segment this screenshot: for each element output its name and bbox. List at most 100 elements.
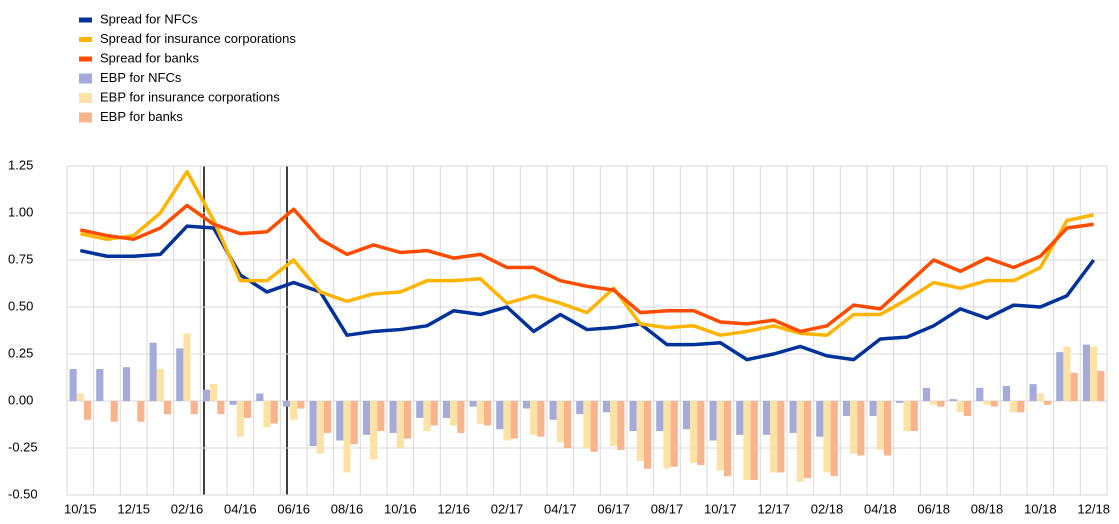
bar (850, 401, 858, 454)
y-tick-label: 0.25 (8, 345, 33, 360)
bar (1010, 401, 1018, 413)
bar (510, 401, 518, 439)
x-tick-label: 06/16 (277, 501, 310, 516)
bar (1002, 385, 1011, 401)
y-tick-label: 1.25 (8, 157, 33, 172)
bar (229, 401, 237, 405)
bar (736, 401, 744, 435)
legend-swatch (79, 56, 92, 62)
bar (243, 401, 252, 418)
x-tick-label: 04/18 (864, 501, 897, 516)
bar (789, 401, 797, 433)
bar (963, 401, 972, 417)
bar (496, 401, 504, 430)
bar (949, 399, 957, 401)
bar (442, 401, 451, 418)
legend-swatch (79, 73, 92, 84)
bar (156, 369, 164, 401)
bar (370, 401, 378, 460)
bar (476, 401, 484, 424)
bar (750, 401, 758, 480)
bar (922, 387, 931, 401)
legend-swatch (79, 37, 92, 42)
bar (122, 367, 131, 401)
bar (282, 401, 291, 407)
bar (610, 401, 618, 447)
bar (937, 401, 945, 407)
bar (362, 401, 371, 435)
bar (309, 401, 317, 447)
bar (270, 401, 278, 424)
bar (530, 401, 538, 435)
x-tick-label: 12/15 (117, 501, 150, 516)
bar (743, 401, 751, 480)
bar (716, 401, 724, 471)
bar (636, 401, 644, 462)
bar (697, 401, 705, 465)
line (79, 169, 1095, 337)
legend-label: Spread for insurance corporations (100, 31, 296, 46)
bar (256, 393, 264, 401)
bar (1043, 401, 1052, 405)
bar (777, 401, 785, 473)
bar (430, 401, 438, 426)
bar (549, 401, 557, 420)
x-tick-label: 12/16 (437, 501, 470, 516)
bar (163, 401, 172, 415)
x-tick-label: 06/17 (597, 501, 630, 516)
bar (556, 401, 564, 443)
bar (1082, 344, 1091, 401)
bar (83, 401, 92, 420)
bar (842, 401, 851, 417)
bar (263, 401, 271, 428)
bar (183, 333, 191, 401)
bar (450, 401, 458, 426)
x-tick-label: 04/16 (224, 501, 257, 516)
bar (190, 401, 198, 415)
bar (629, 401, 637, 432)
y-tick-label: 1.00 (8, 204, 33, 219)
legend-label: Spread for NFCs (100, 11, 198, 26)
x-tick-label: 06/18 (917, 501, 950, 516)
bar (389, 401, 397, 433)
bar (217, 401, 225, 415)
x-tick-label: 12/18 (1077, 501, 1110, 516)
x-tick-label: 10/18 (1024, 501, 1057, 516)
x-tick-label: 08/18 (971, 501, 1004, 516)
bar (723, 401, 732, 477)
bar (796, 401, 804, 482)
bar (1097, 370, 1105, 401)
bar (469, 401, 477, 407)
x-tick-label: 10/17 (704, 501, 737, 516)
legend-swatch (79, 17, 92, 23)
bar (1036, 393, 1044, 401)
x-tick-label: 02/16 (171, 501, 204, 516)
x-tick-label: 10/16 (384, 501, 417, 516)
bar (350, 401, 358, 445)
bar (983, 401, 991, 405)
bar (396, 401, 404, 448)
x-tick-label: 02/17 (491, 501, 524, 516)
bar (583, 401, 591, 448)
bar (896, 401, 904, 403)
bar (336, 401, 344, 441)
bar (883, 401, 892, 456)
x-tick-label: 08/16 (331, 501, 364, 516)
bar (236, 401, 244, 437)
bar (816, 401, 824, 437)
bar (96, 369, 104, 401)
legend-swatch (79, 112, 92, 123)
bar (1070, 372, 1078, 401)
bar (762, 401, 771, 435)
bar (377, 401, 385, 432)
bar (869, 401, 877, 417)
bar (830, 401, 838, 477)
legend-label: EBP for banks (100, 109, 183, 124)
bar (590, 401, 598, 452)
bar (76, 393, 84, 401)
bar (1017, 401, 1025, 413)
x-tick-label: 02/18 (811, 501, 844, 516)
bar (1090, 346, 1098, 401)
legend-label: Spread for banks (100, 50, 200, 65)
